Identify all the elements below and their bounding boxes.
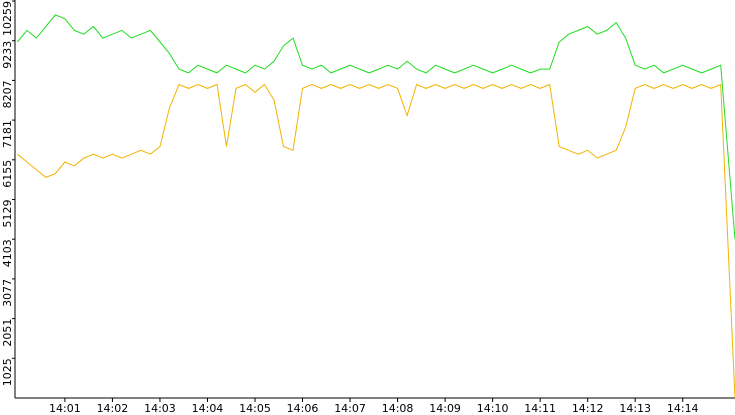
x-tick-label: 14:09 xyxy=(429,402,461,415)
y-tick-label: 5129 xyxy=(1,200,14,228)
x-tick-label: 14:07 xyxy=(334,402,366,415)
series-line xyxy=(17,83,735,399)
x-tick-label: 14:10 xyxy=(477,402,509,415)
x-tick-label: 14:12 xyxy=(572,402,604,415)
x-tick-label: 14:04 xyxy=(192,402,224,415)
series-line xyxy=(17,14,735,240)
x-tick-label: 14:03 xyxy=(144,402,176,415)
y-tick-label: 3077 xyxy=(1,279,14,307)
y-tick-label: 9233 xyxy=(1,41,14,69)
x-tick-label: 14:06 xyxy=(287,402,319,415)
y-tick-label: 10259 xyxy=(1,1,14,36)
y-tick-label: 7181 xyxy=(1,120,14,148)
x-tick-label: 14:02 xyxy=(97,402,129,415)
x-tick-label: 14:01 xyxy=(49,402,81,415)
x-tick-label: 14:11 xyxy=(524,402,556,415)
y-tick-label: 4103 xyxy=(1,239,14,267)
x-tick-label: 14:14 xyxy=(667,402,699,415)
y-tick-label: 8207 xyxy=(1,80,14,108)
y-tick-label: 2051 xyxy=(1,319,14,347)
x-tick-label: 14:13 xyxy=(619,402,651,415)
x-tick-label: 14:05 xyxy=(239,402,271,415)
x-tick-label: 14:08 xyxy=(382,402,414,415)
y-tick-label: 1025 xyxy=(1,358,14,386)
y-tick-label: 6155 xyxy=(1,160,14,188)
